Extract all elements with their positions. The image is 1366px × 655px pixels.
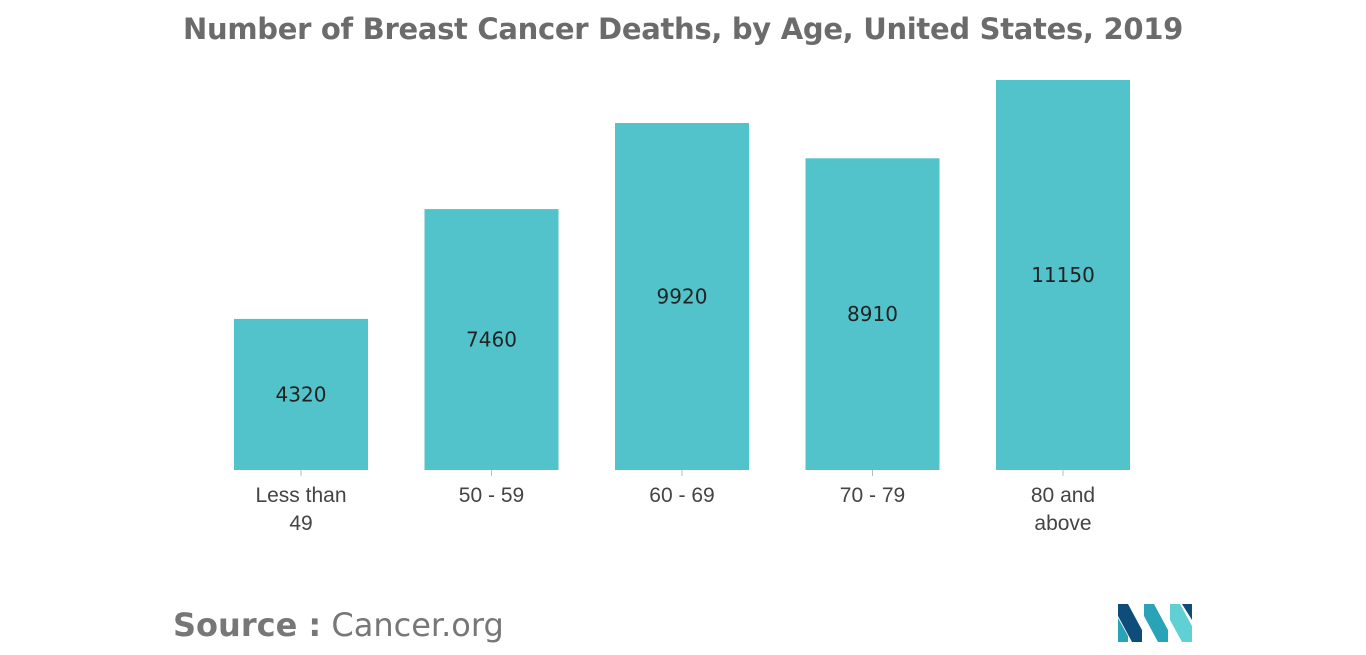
source-text: Cancer.org — [331, 606, 504, 644]
x-tick-label-4-1: above — [1034, 512, 1091, 535]
x-tick-label-1-0: 50 - 59 — [459, 484, 524, 507]
bar-value-label-4: 11150 — [1031, 263, 1095, 287]
value-labels-layer: 4320 7460 9920 8910 11150 — [276, 263, 1095, 406]
logo-shape-middle — [1144, 604, 1168, 642]
chart-title: Number of Breast Cancer Deaths, by Age, … — [183, 12, 1183, 46]
logo-shape-left-bar — [1118, 618, 1128, 642]
bar-4 — [996, 80, 1130, 470]
mordor-intelligence-logo-icon — [1118, 604, 1192, 642]
logo-shape-left — [1118, 604, 1142, 642]
bar-2 — [615, 123, 749, 470]
bar-chart: 4320 7460 9920 8910 11150 Less than 49 50 - 59… — [234, 80, 1130, 535]
x-tick-label-0-0: Less than — [255, 484, 346, 507]
bars-layer — [234, 80, 1130, 471]
bar-3 — [805, 158, 940, 471]
bar-value-label-3: 8910 — [847, 302, 898, 326]
bar-value-label-0: 4320 — [276, 382, 327, 406]
bar-value-label-2: 9920 — [657, 285, 708, 309]
logo-shape-right — [1170, 604, 1192, 642]
x-tick-label-2-0: 60 - 69 — [649, 484, 714, 507]
bar-1 — [424, 209, 559, 470]
bar-0 — [234, 318, 368, 470]
logo-shape-right-bar — [1182, 604, 1192, 620]
bar-value-label-1: 7460 — [466, 328, 517, 352]
x-tick-label-4-0: 80 and — [1031, 484, 1095, 507]
source-label: Source : — [173, 606, 322, 644]
x-axis-tick-layer: Less than 49 50 - 59 60 - 69 70 - 79 80 and ab… — [255, 470, 1095, 535]
source-line: Source : Cancer.org — [173, 606, 504, 644]
x-tick-label-0-1: 49 — [289, 512, 312, 535]
x-tick-label-3-0: 70 - 79 — [840, 484, 905, 507]
